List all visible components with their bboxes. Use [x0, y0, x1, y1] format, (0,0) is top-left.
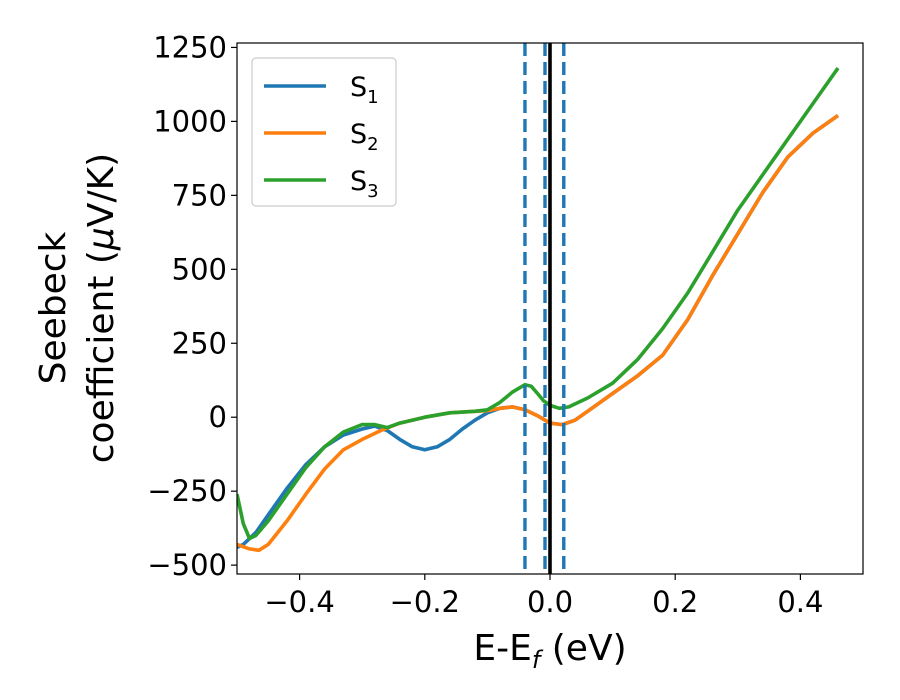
x-tick-label: 0.4 — [777, 585, 823, 619]
y-axis-label-line1: Seebeck — [33, 231, 74, 384]
x-tick-label: 0.2 — [652, 585, 698, 619]
x-tick-label: −0.4 — [264, 585, 334, 619]
series-line-s3 — [237, 67, 840, 541]
legend-label-s1: S1 — [350, 72, 379, 108]
y-tick-label: −500 — [147, 548, 227, 582]
x-tick-label: −0.2 — [390, 585, 460, 619]
x-tick-label: 0.0 — [527, 585, 573, 619]
y-tick-label: 750 — [172, 178, 227, 212]
y-tick-label: 1250 — [153, 30, 227, 64]
y-tick-label: 250 — [172, 326, 227, 360]
x-axis-label: E-Ef (eV) — [473, 628, 626, 674]
legend: S1 S2 S3 — [251, 57, 397, 207]
y-axis-label-line2: coefficient (μV/K) — [81, 153, 122, 463]
plot-area — [237, 43, 840, 574]
y-tick-label: 500 — [172, 252, 227, 286]
y-tick-label: −250 — [147, 474, 227, 508]
legend-label-s2: S2 — [350, 119, 379, 155]
y-axis: −500 −250 0 250 500 750 1000 1250 — [147, 30, 237, 582]
y-tick-label: 1000 — [153, 104, 227, 138]
series-line-s2 — [237, 114, 840, 553]
legend-label-s3: S3 — [350, 166, 379, 202]
x-axis: −0.4 −0.2 0.0 0.2 0.4 — [264, 574, 823, 619]
y-tick-label: 0 — [209, 400, 227, 434]
